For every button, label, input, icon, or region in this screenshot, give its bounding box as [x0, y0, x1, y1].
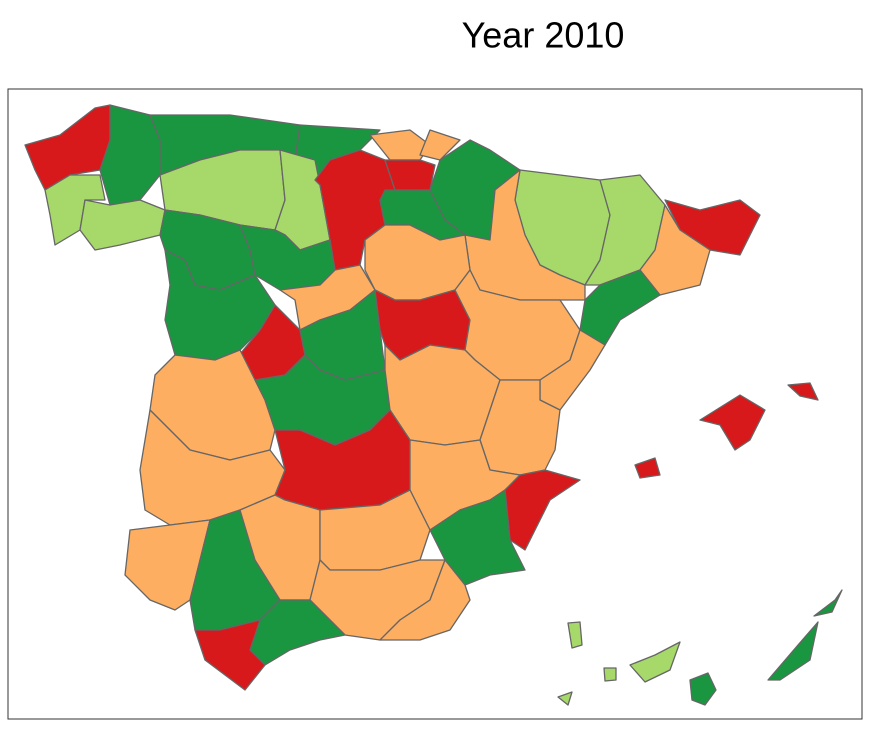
province [629, 641, 681, 683]
province [79, 199, 166, 251]
province [767, 621, 819, 681]
province [689, 672, 717, 706]
province [567, 621, 583, 649]
province [194, 619, 266, 691]
map-frame [7, 88, 863, 720]
regions [24, 104, 843, 706]
province [813, 589, 843, 617]
map-title: Year 2010 [462, 15, 625, 56]
province [787, 382, 819, 401]
province [557, 691, 573, 706]
province [384, 159, 436, 191]
province [699, 394, 766, 451]
province [579, 269, 661, 346]
province [379, 559, 471, 641]
province [603, 667, 617, 682]
province [504, 469, 581, 551]
province [634, 457, 661, 479]
